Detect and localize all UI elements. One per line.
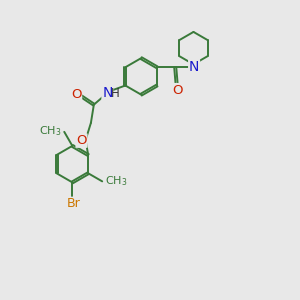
Text: Br: Br bbox=[67, 197, 80, 210]
Text: O: O bbox=[71, 88, 81, 101]
Text: N: N bbox=[102, 85, 112, 100]
Text: H: H bbox=[111, 87, 120, 100]
Text: N: N bbox=[189, 60, 199, 74]
Text: O: O bbox=[76, 134, 87, 147]
Text: CH$_3$: CH$_3$ bbox=[39, 124, 61, 138]
Text: O: O bbox=[172, 84, 182, 97]
Text: CH$_3$: CH$_3$ bbox=[105, 175, 128, 188]
